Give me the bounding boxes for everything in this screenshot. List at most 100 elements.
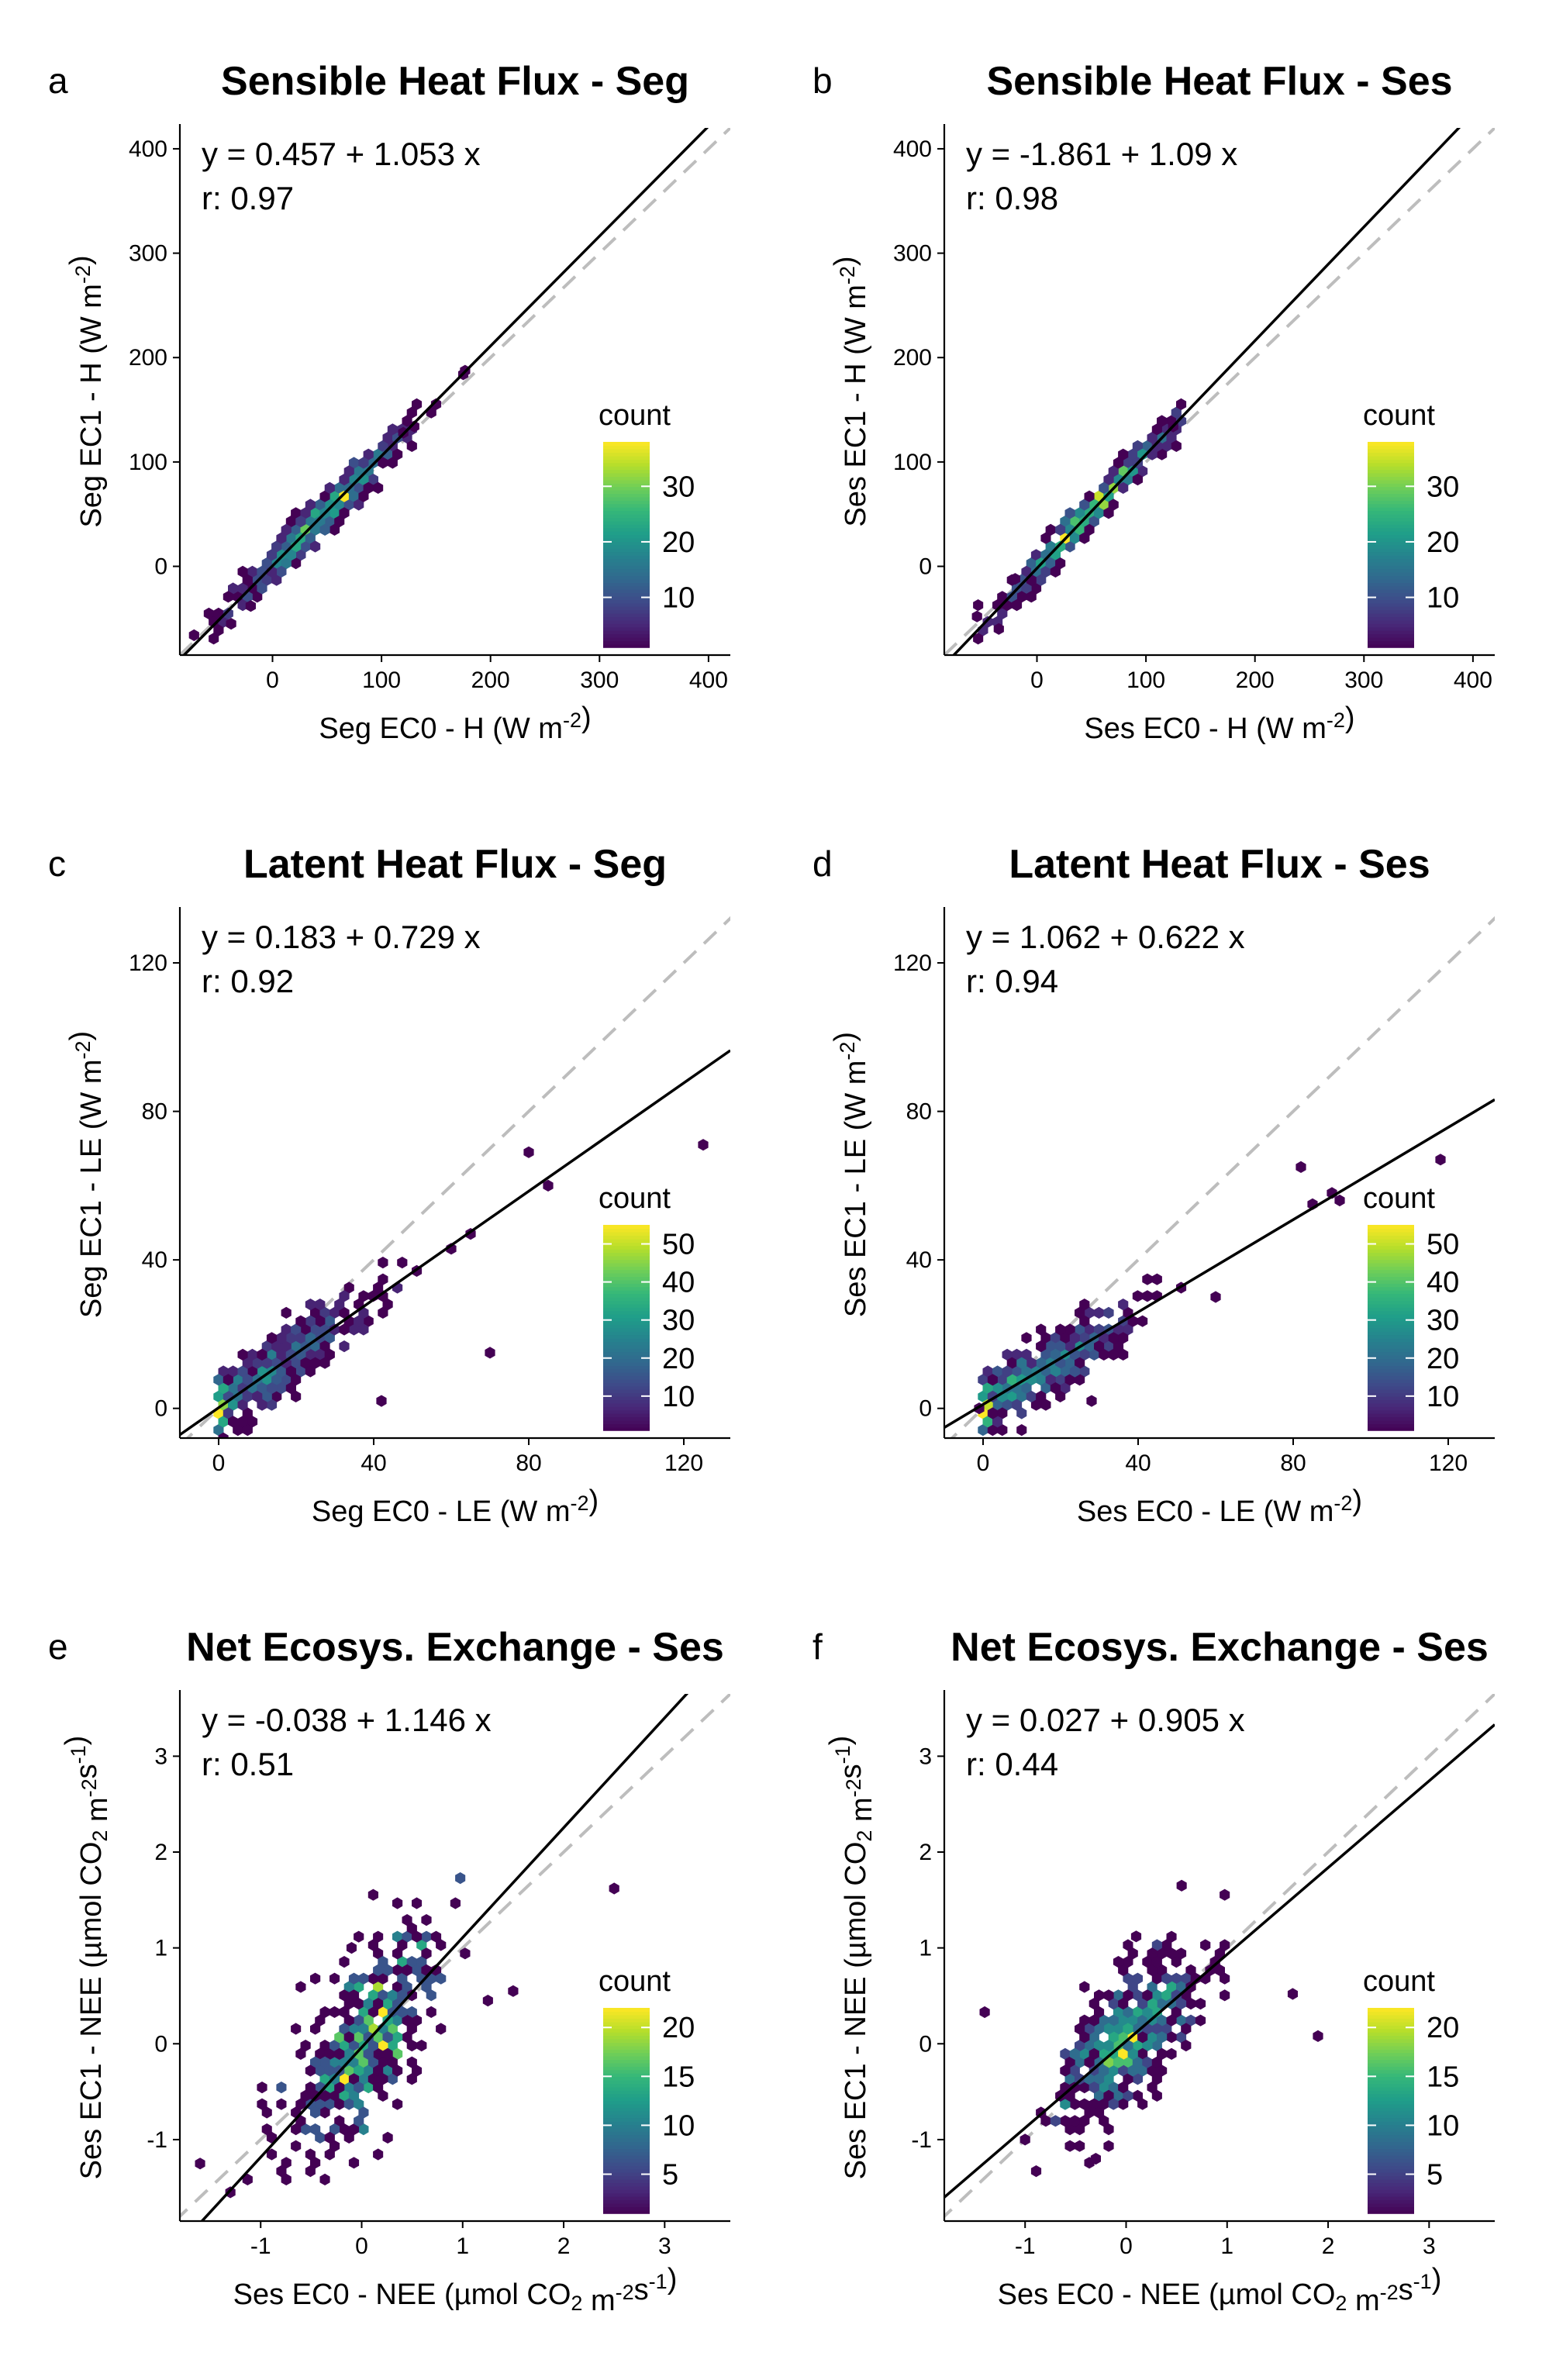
hex-bin — [1118, 2064, 1129, 2077]
colorbar-segment — [603, 500, 650, 505]
hex-bin — [334, 516, 345, 528]
colorbar-segment — [603, 476, 650, 481]
hex-bin — [397, 1972, 408, 1985]
hex-bin — [416, 1972, 427, 1985]
hex-bin — [363, 1315, 374, 1327]
colorbar-segment — [603, 2079, 650, 2084]
y-axis-label-part: -2 — [836, 266, 859, 285]
regression-line — [180, 1049, 730, 1437]
colorbar-segment — [1368, 568, 1414, 573]
hex-point — [1287, 1988, 1298, 2000]
hex-bin — [343, 465, 354, 478]
hex-bin — [1055, 1340, 1066, 1353]
colorbar-segment — [603, 558, 650, 563]
hex-bin — [1011, 1365, 1023, 1378]
colorbar-segment — [603, 1293, 650, 1298]
hex-bin — [1185, 1964, 1196, 1976]
colorbar-segment — [1368, 1354, 1414, 1359]
hex-bin — [1137, 1998, 1148, 2010]
hex-bin — [406, 1922, 417, 1934]
hex-bin — [223, 591, 233, 603]
hex-bin — [281, 2173, 292, 2185]
colorbar-segment — [1368, 2192, 1414, 2197]
colorbar-segment — [1368, 1324, 1414, 1329]
hex-bin — [1079, 2115, 1090, 2127]
hex-bin — [1132, 1290, 1143, 1302]
hex-bin — [1176, 1947, 1187, 1960]
hex-bin — [319, 2006, 330, 2018]
hex-bin — [348, 2040, 360, 2052]
hex-bin — [1185, 2014, 1196, 2026]
colorbar-segment — [603, 465, 650, 471]
x-tick-label: -1 — [250, 2233, 271, 2259]
hex-bin — [319, 2073, 330, 2085]
colorbar-segment — [1368, 1426, 1414, 1431]
hex-bin — [324, 1315, 335, 1327]
x-tick-label: 0 — [266, 667, 279, 693]
colorbar-segment — [603, 2209, 650, 2214]
colorbar-segment — [1368, 2141, 1414, 2146]
colorbar-segment — [1368, 629, 1414, 635]
hex-bin — [305, 532, 316, 544]
hex-bin — [1040, 1348, 1051, 1361]
colorbar-segment — [603, 2110, 650, 2115]
hex-bin — [1099, 2082, 1109, 2094]
hex-bin — [266, 1348, 278, 1361]
hex-bin — [1157, 1947, 1168, 1960]
hex-bin — [285, 516, 296, 528]
hex-bin — [1181, 2040, 1192, 2052]
colorbar-segment — [603, 2083, 650, 2088]
colorbar-tick-label: 10 — [662, 1381, 695, 1413]
colorbar-segment — [1368, 1255, 1414, 1260]
hex-bin — [1108, 2064, 1119, 2077]
colorbar-segment — [603, 1286, 650, 1291]
hex-bin — [1123, 1939, 1133, 1951]
hex-bin — [1127, 2064, 1138, 2077]
hex-bin — [1094, 1989, 1105, 2002]
hex-bin — [354, 2064, 364, 2077]
regression-line — [951, 128, 1461, 655]
hex-bin — [406, 2056, 417, 2068]
hex-bin — [387, 1989, 398, 2002]
colorbar-segment — [603, 2045, 650, 2050]
hex-bin — [392, 1981, 403, 1993]
hex-point — [1334, 1194, 1345, 1207]
colorbar-segment — [1368, 2035, 1414, 2040]
hex-bin — [281, 1306, 292, 1319]
x-tick-label: 1 — [1220, 2233, 1233, 2259]
colorbar-segment — [1368, 1419, 1414, 1424]
hex-bin — [237, 1348, 248, 1361]
plot-area — [944, 916, 1495, 1438]
colorbar-segment — [603, 452, 650, 457]
colorbar-segment — [1368, 2131, 1414, 2136]
hex-bin — [1089, 1998, 1099, 2010]
colorbar-segment — [603, 1307, 650, 1312]
colorbar-segment — [1368, 1313, 1414, 1318]
colorbar-segment — [603, 1317, 650, 1322]
colorbar-segment — [603, 2124, 650, 2129]
hex-bin — [237, 1399, 248, 1411]
hex-bin — [295, 516, 306, 528]
hex-bin — [339, 490, 350, 502]
colorbar-segment — [1368, 2107, 1414, 2112]
hex-bin — [334, 2115, 345, 2127]
hex-bin — [373, 1930, 384, 1943]
hex-bin — [997, 1424, 1008, 1437]
colorbar-segment — [603, 568, 650, 573]
hex-bin — [281, 2157, 292, 2169]
colorbar-segment — [603, 2100, 650, 2105]
hex-bin — [973, 633, 984, 645]
hex-bin — [1147, 1981, 1158, 1993]
equation-text: y = 0.457 + 1.053 x — [202, 136, 481, 172]
hex-bin — [237, 582, 248, 595]
y-tick-label: 1 — [154, 1936, 167, 1961]
hex-bin — [373, 1947, 384, 1960]
y-tick-label: 120 — [893, 950, 932, 976]
y-axis-label: Ses EC1 - NEE (µmol CO2 m-2s-1) — [824, 1736, 878, 2180]
colorbar-segment — [603, 2127, 650, 2132]
colorbar-segment — [1368, 2137, 1414, 2142]
hex-bin — [1016, 1390, 1027, 1402]
hex-bin — [281, 523, 292, 536]
colorbar-segment — [603, 2131, 650, 2136]
hex-bin — [348, 2089, 360, 2102]
